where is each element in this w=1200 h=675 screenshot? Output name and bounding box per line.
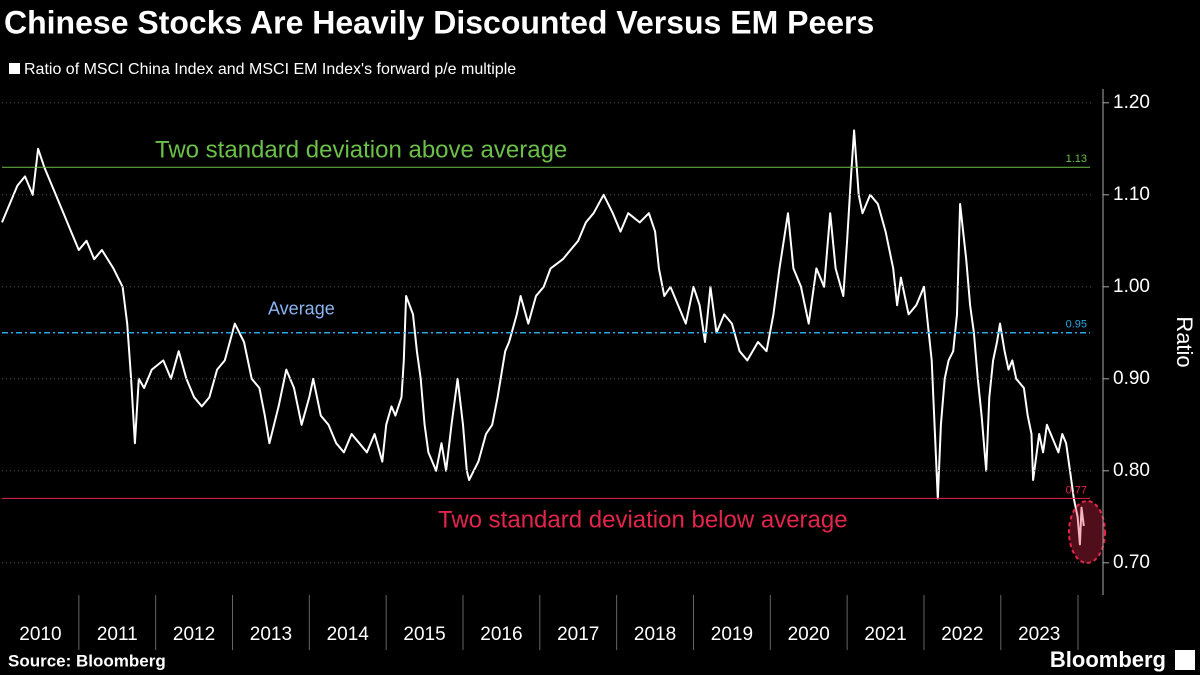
brand: Bloomberg [1050, 647, 1166, 672]
x-tick-label: 2014 [327, 624, 370, 645]
x-tick-label: 2019 [711, 624, 753, 645]
legend-swatch [9, 63, 20, 74]
source: Source: Bloomberg [8, 651, 166, 670]
reference-value: 0.95 [1066, 319, 1087, 331]
highlight-ellipse [1068, 500, 1106, 564]
x-tick-label: 2022 [941, 624, 983, 645]
legend-label: Ratio of MSCI China Index and MSCI EM In… [24, 61, 516, 78]
x-tick-label: 2021 [864, 624, 906, 645]
x-tick-label: 2013 [250, 624, 292, 645]
y-tick-label: 1.10 [1113, 184, 1150, 205]
reference-value: 0.77 [1066, 484, 1087, 496]
brand-logo [1175, 650, 1195, 670]
reference-label: Average [268, 299, 335, 319]
y-axis-title: Ratio [1172, 316, 1197, 367]
y-tick-label: 1.00 [1113, 276, 1150, 297]
x-tick-label: 2012 [173, 624, 215, 645]
data-line [1, 129, 1085, 546]
y-tick-label: 1.20 [1113, 92, 1150, 113]
chart-title: Chinese Stocks Are Heavily Discounted Ve… [4, 4, 874, 40]
reference-label: Two standard deviation below average [438, 507, 848, 534]
x-tick-label: 2017 [557, 624, 599, 645]
x-tick-label: 2018 [634, 624, 676, 645]
reference-value: 1.13 [1066, 153, 1087, 165]
x-tick-label: 2023 [1018, 624, 1060, 645]
y-tick-label: 0.80 [1113, 460, 1150, 481]
y-tick-label: 0.90 [1113, 368, 1150, 389]
reference-label: Two standard deviation above average [155, 137, 567, 164]
x-tick-label: 2015 [403, 624, 445, 645]
x-tick-label: 2010 [19, 624, 61, 645]
x-tick-label: 2011 [97, 624, 138, 645]
x-tick-label: 2016 [480, 624, 522, 645]
x-tick-label: 2020 [788, 624, 830, 645]
y-tick-label: 0.70 [1113, 552, 1150, 573]
